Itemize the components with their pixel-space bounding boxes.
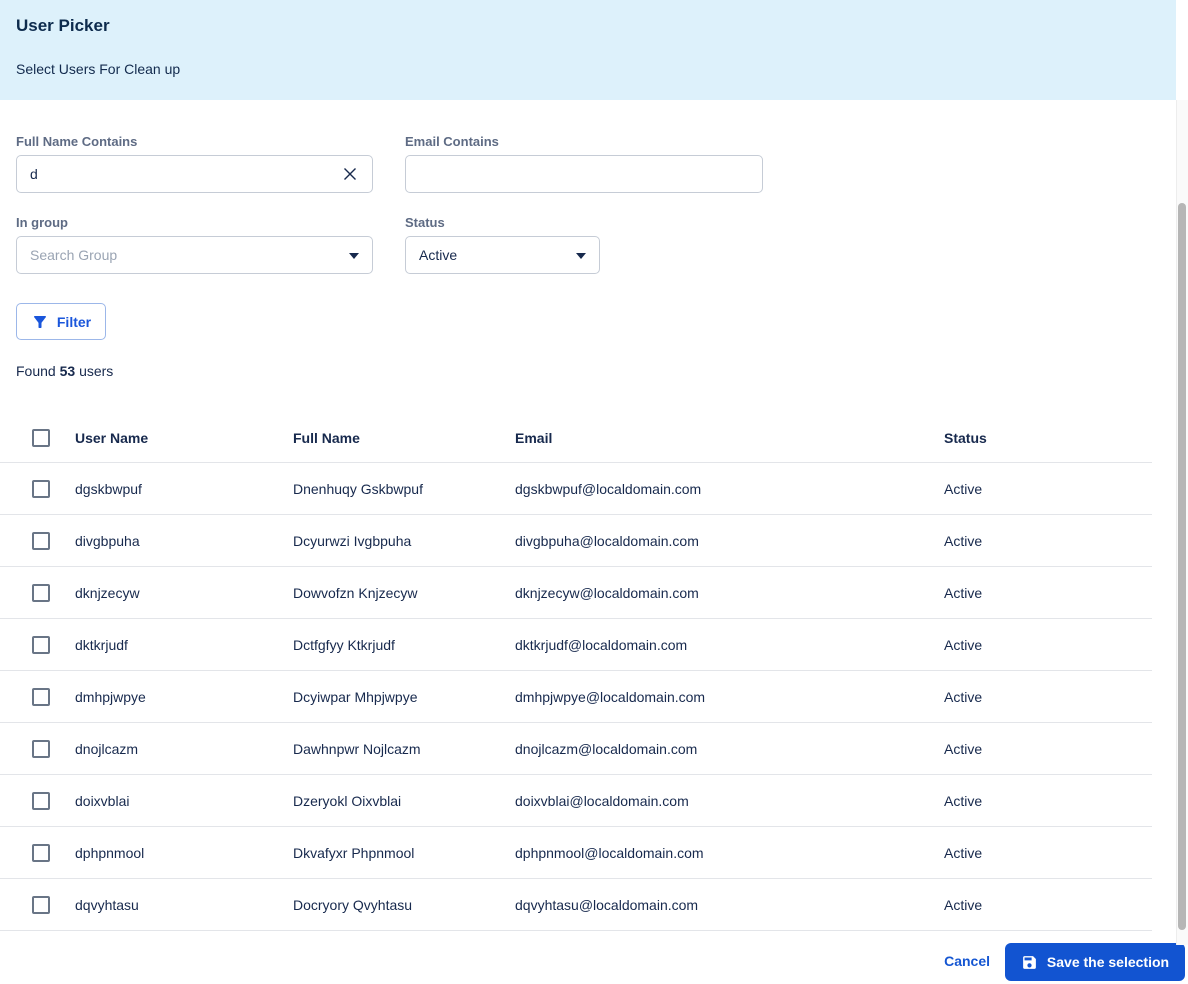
filter-button[interactable]: Filter bbox=[16, 303, 106, 340]
page-subtitle: Select Users For Clean up bbox=[16, 61, 181, 77]
cell-username: doixvblai bbox=[75, 792, 130, 809]
clear-full-name-button[interactable] bbox=[339, 163, 361, 185]
table-row: dknjzecyw Dowvofzn Knjzecyw dknjzecyw@lo… bbox=[0, 567, 1152, 619]
found-suffix: users bbox=[79, 363, 114, 379]
status-select[interactable]: Active bbox=[405, 236, 600, 274]
cell-username: dktkrjudf bbox=[75, 636, 128, 653]
cell-fullname: Dkvafyxr Phpnmool bbox=[293, 844, 415, 861]
cell-username: dphpnmool bbox=[75, 844, 145, 861]
table-row: dktkrjudf Dctfgfyy Ktkrjudf dktkrjudf@lo… bbox=[0, 619, 1152, 671]
cell-status: Active bbox=[944, 688, 983, 705]
users-table: User Name Full Name Email Status dgskbwp… bbox=[0, 413, 1152, 931]
cell-fullname: Dawhnpwr Nojlcazm bbox=[293, 740, 421, 757]
row-checkbox[interactable] bbox=[32, 479, 50, 498]
full-name-label: Full Name Contains bbox=[16, 134, 138, 149]
cancel-button[interactable]: Cancel bbox=[944, 953, 990, 969]
cell-email: dqvyhtasu@localdomain.com bbox=[515, 896, 699, 913]
cell-status: Active bbox=[944, 740, 983, 757]
column-header-status: Status bbox=[944, 429, 987, 446]
cell-fullname: Dzeryokl Oixvblai bbox=[293, 792, 402, 809]
cell-username: dqvyhtasu bbox=[75, 896, 139, 913]
row-checkbox[interactable] bbox=[32, 687, 50, 706]
results-count: Found 53 users bbox=[16, 363, 113, 379]
table-row: dmhpjwpye Dcyiwpar Mhpjwpye dmhpjwpye@lo… bbox=[0, 671, 1152, 723]
table-row: divgbpuha Dcyurwzi Ivgbpuha divgbpuha@lo… bbox=[0, 515, 1152, 567]
cell-email: dktkrjudf@localdomain.com bbox=[515, 636, 688, 653]
status-select-value: Active bbox=[419, 247, 458, 263]
chevron-down-icon bbox=[576, 253, 586, 259]
column-header-email: Email bbox=[515, 429, 553, 446]
filter-button-label: Filter bbox=[56, 313, 92, 330]
cell-email: dphpnmool@localdomain.com bbox=[515, 844, 704, 861]
save-selection-button[interactable]: Save the selection bbox=[1005, 943, 1185, 981]
email-label: Email Contains bbox=[405, 134, 499, 149]
group-select[interactable]: Search Group bbox=[16, 236, 373, 274]
email-input[interactable] bbox=[405, 155, 763, 193]
cell-fullname: Dctfgfyy Ktkrjudf bbox=[293, 636, 395, 653]
cell-fullname: Dnenhuqy Gskbwpuf bbox=[293, 480, 423, 497]
found-prefix: Found bbox=[16, 363, 56, 379]
cell-status: Active bbox=[944, 532, 983, 549]
cell-username: dknjzecyw bbox=[75, 584, 140, 601]
table-header-row: User Name Full Name Email Status bbox=[0, 413, 1152, 463]
table-row: dgskbwpuf Dnenhuqy Gskbwpuf dgskbwpuf@lo… bbox=[0, 463, 1152, 515]
cell-email: dnojlcazm@localdomain.com bbox=[515, 740, 698, 757]
found-count: 53 bbox=[59, 363, 76, 379]
page-title: User Picker bbox=[16, 16, 110, 35]
row-checkbox[interactable] bbox=[32, 843, 50, 862]
cell-status: Active bbox=[944, 844, 983, 861]
vertical-scrollbar-thumb[interactable] bbox=[1178, 203, 1186, 930]
cell-status: Active bbox=[944, 896, 983, 913]
cell-email: divgbpuha@localdomain.com bbox=[515, 532, 699, 549]
cell-username: dmhpjwpye bbox=[75, 688, 146, 705]
cell-fullname: Dowvofzn Knjzecyw bbox=[293, 584, 418, 601]
table-row: dqvyhtasu Docryory Qvyhtasu dqvyhtasu@lo… bbox=[0, 879, 1152, 931]
group-select-placeholder: Search Group bbox=[30, 247, 118, 263]
floppy-disk-icon bbox=[1023, 955, 1036, 969]
cell-username: divgbpuha bbox=[75, 532, 140, 549]
chevron-down-icon bbox=[349, 253, 359, 259]
column-header-fullname: Full Name bbox=[293, 429, 360, 446]
row-checkbox[interactable] bbox=[32, 635, 50, 654]
cell-fullname: Dcyiwpar Mhpjwpye bbox=[293, 688, 418, 705]
cell-status: Active bbox=[944, 636, 983, 653]
table-row: dphpnmool Dkvafyxr Phpnmool dphpnmool@lo… bbox=[0, 827, 1152, 879]
cell-username: dgskbwpuf bbox=[75, 480, 142, 497]
select-all-checkbox[interactable] bbox=[32, 428, 50, 447]
cell-email: dknjzecyw@localdomain.com bbox=[515, 584, 699, 601]
cell-fullname: Docryory Qvyhtasu bbox=[293, 896, 413, 913]
vertical-scrollbar-track[interactable] bbox=[1176, 100, 1188, 945]
save-selection-button-label: Save the selection bbox=[1046, 954, 1170, 970]
row-checkbox[interactable] bbox=[32, 531, 50, 550]
cell-fullname: Dcyurwzi Ivgbpuha bbox=[293, 532, 412, 549]
dialog-header: User Picker Select Users For Clean up bbox=[0, 0, 1176, 100]
group-label: In group bbox=[16, 215, 68, 230]
cell-email: dgskbwpuf@localdomain.com bbox=[515, 480, 702, 497]
column-header-username: User Name bbox=[75, 429, 149, 446]
table-body: dgskbwpuf Dnenhuqy Gskbwpuf dgskbwpuf@lo… bbox=[0, 463, 1152, 931]
table-row: doixvblai Dzeryokl Oixvblai doixvblai@lo… bbox=[0, 775, 1152, 827]
cell-email: doixvblai@localdomain.com bbox=[515, 792, 689, 809]
table-row: dnojlcazm Dawhnpwr Nojlcazm dnojlcazm@lo… bbox=[0, 723, 1152, 775]
cell-status: Active bbox=[944, 480, 983, 497]
row-checkbox[interactable] bbox=[32, 583, 50, 602]
funnel-icon bbox=[33, 315, 46, 328]
cell-status: Active bbox=[944, 792, 983, 809]
row-checkbox[interactable] bbox=[32, 791, 50, 810]
x-icon bbox=[344, 168, 356, 180]
row-checkbox[interactable] bbox=[32, 895, 50, 914]
row-checkbox[interactable] bbox=[32, 739, 50, 758]
cell-username: dnojlcazm bbox=[75, 740, 139, 757]
dialog-footer: Cancel Save the selection bbox=[0, 931, 1188, 984]
full-name-input[interactable] bbox=[16, 155, 373, 193]
status-label: Status bbox=[405, 215, 445, 230]
cell-email: dmhpjwpye@localdomain.com bbox=[515, 688, 706, 705]
cell-status: Active bbox=[944, 584, 983, 601]
